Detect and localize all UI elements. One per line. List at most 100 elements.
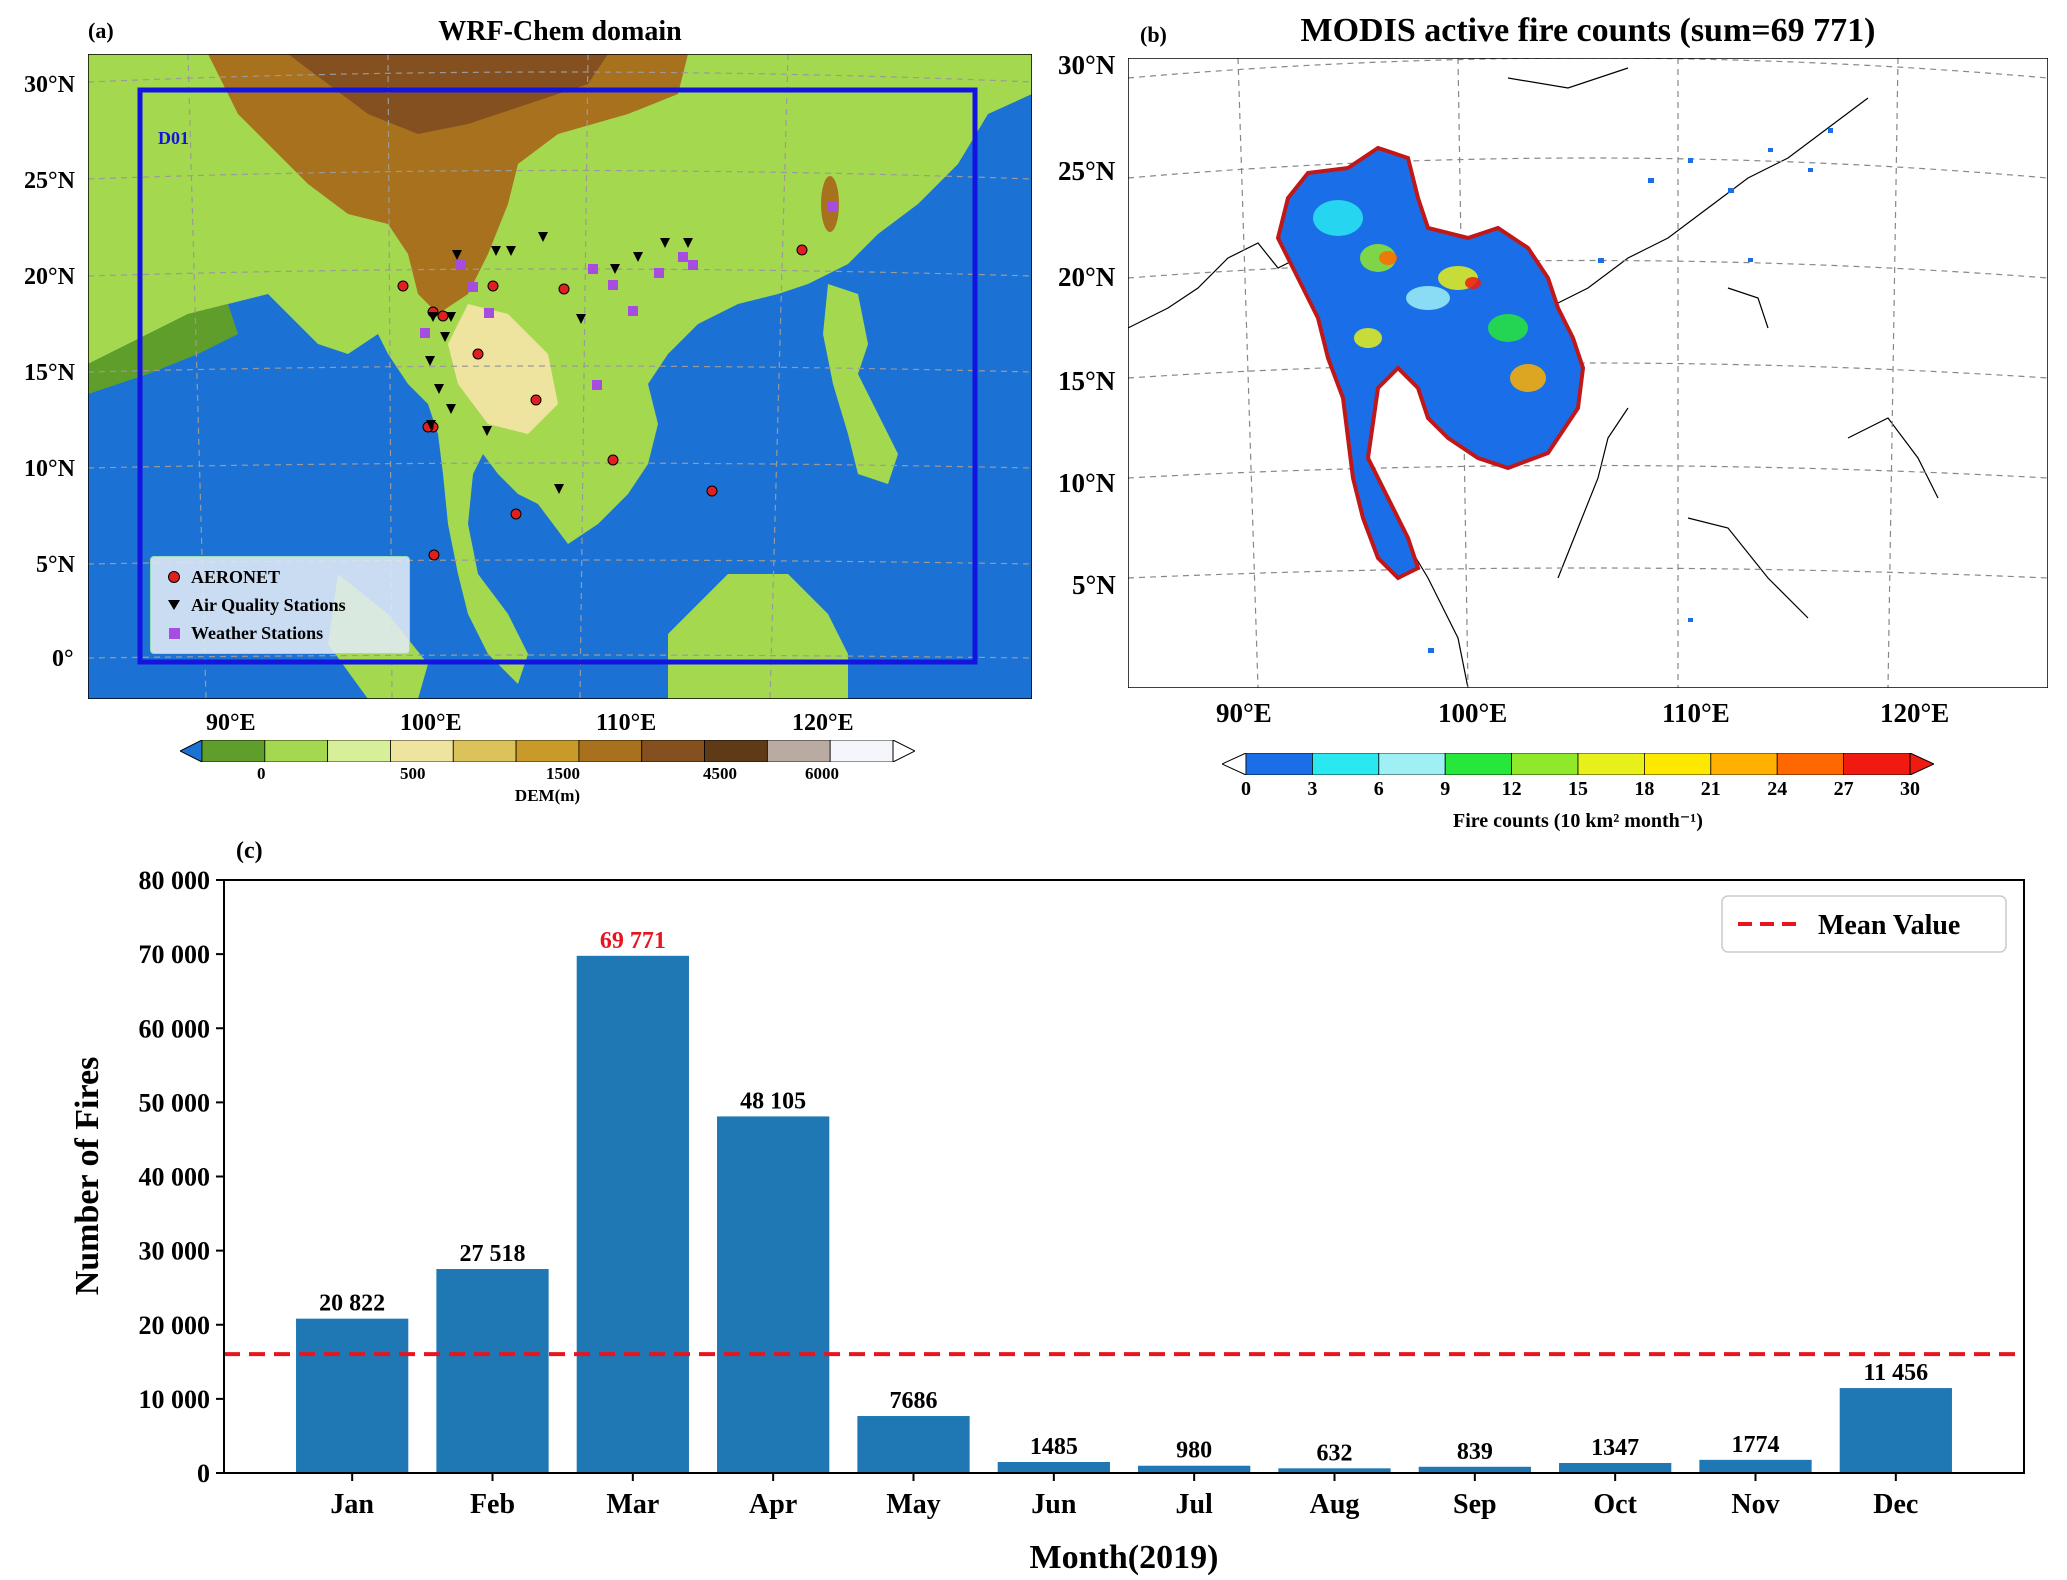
cbar-segment (452, 740, 517, 762)
panel-b-lat-label: 30°N (1058, 50, 1116, 80)
x-tick-label: Apr (749, 1489, 797, 1520)
black-triangle-icon (157, 598, 191, 612)
y-tick-label: 50 000 (139, 1088, 211, 1117)
highland-brown (208, 54, 688, 314)
cbar-segment (641, 740, 705, 762)
y-tick-label: 60 000 (139, 1014, 211, 1043)
panel-b-lat-label: 10°N (1058, 468, 1116, 498)
bar-value-label: 980 (1176, 1438, 1212, 1464)
cbar-segment (201, 740, 266, 762)
y-tick-label: 10 000 (139, 1385, 211, 1414)
x-tick-label: Jun (1031, 1489, 1077, 1520)
x-tick-label: Jan (330, 1489, 374, 1520)
mainland-asia (88, 54, 1032, 684)
panel-b-cbar-tick: 12 (1501, 778, 1522, 800)
air-quality-stations (425, 232, 693, 494)
red-circle-icon (157, 570, 191, 584)
panel-b-cbar-tick: 30 (1900, 778, 1920, 800)
panel-b-cbar-tick: 27 (1833, 778, 1854, 800)
panel-b-cbar-tick: 9 (1440, 778, 1451, 800)
panel-a-cbar-label: DEM(m) (514, 786, 581, 805)
panel-b-lon-label: 110°E (1662, 698, 1730, 728)
panel-a-lat-label: 0° (52, 646, 74, 672)
cbar-segment (390, 740, 454, 762)
legend-label: Mean Value (1818, 910, 1960, 941)
x-tick-label: Oct (1593, 1489, 1637, 1520)
bar-value-label: 1347 (1591, 1435, 1639, 1461)
x-tick-label: Dec (1873, 1489, 1918, 1520)
cbar-segment (1577, 753, 1645, 775)
panel-b-cbar-tick: 15 (1568, 778, 1588, 800)
legend-label: AERONET (191, 566, 281, 587)
bar-nov (1699, 1459, 1812, 1473)
bar-sep (1418, 1466, 1531, 1473)
cbar-extend-low (1222, 753, 1247, 775)
legend-entry-aeronet: AERONET (157, 563, 403, 591)
bar-value-label: 27 518 (460, 1241, 526, 1267)
bar-feb (436, 1269, 549, 1473)
y-tick-label: 20 000 (139, 1311, 211, 1340)
fire-region-outline (1275, 145, 1586, 581)
legend-label: Weather Stations (191, 622, 324, 643)
y-tick-label: 40 000 (139, 1163, 211, 1192)
bar-value-label: 839 (1457, 1439, 1493, 1465)
panel-b-map (1128, 58, 2048, 688)
panel-b-lat-label: 25°N (1058, 156, 1116, 186)
panel-b-cbar-tick: 0 (1241, 778, 1251, 800)
panel-b-lat-label: 5°N (1072, 570, 1116, 600)
panel-a-lat-label: 5°N (36, 552, 75, 578)
panel-b-lat-label: 20°N (1058, 262, 1116, 292)
panel-a-lon-label: 90°E (206, 710, 256, 736)
cbar-segment (1511, 753, 1579, 775)
philippines (823, 284, 898, 484)
x-tick-label: Feb (470, 1489, 515, 1520)
bar-aug (1278, 1468, 1391, 1473)
y-tick-label: 70 000 (139, 940, 211, 969)
panel-b-cbar-tick: 6 (1373, 778, 1384, 800)
legend-box (1721, 895, 2007, 953)
panel-a-cbar-tick: 6000 (805, 764, 839, 783)
x-tick-label: Jul (1175, 1489, 1213, 1520)
legend-entry-air-quality: Air Quality Stations (157, 591, 403, 619)
y-tick-label: 80 000 (139, 866, 211, 895)
legend-entry-weather: Weather Stations (157, 619, 403, 647)
fire-region (1278, 148, 1583, 578)
bar-value-label: 1485 (1030, 1434, 1078, 1460)
panel-a-title: WRF-Chem domain (438, 16, 682, 47)
cbar-segment (327, 740, 391, 762)
cbar-segment (1776, 753, 1845, 775)
d01-domain-box (137, 87, 978, 665)
bar-dec (1839, 1388, 1952, 1473)
panel-b-title: MODIS active fire counts (sum=69 771) (1300, 12, 1876, 49)
panel-b-cbar-tick: 21 (1700, 778, 1721, 800)
panel-b-cbar-label: Fire counts (10 km² month⁻¹) (1453, 810, 1703, 832)
panel-a-lon-label: 100°E (400, 710, 462, 736)
panel-b-cbar-tick: 3 (1307, 778, 1318, 800)
panel-a-letter: (a) (88, 18, 114, 43)
x-tick-label: Sep (1453, 1489, 1497, 1520)
graticule-b (1128, 58, 2048, 688)
x-tick-label: Mar (606, 1489, 659, 1520)
panel-a-lat-label: 25°N (24, 168, 75, 194)
panel-a-lat-label: 20°N (24, 264, 75, 290)
cbar-segment (515, 740, 580, 762)
panel-b-lon-label: 120°E (1880, 698, 1950, 728)
x-tick-label: Aug (1310, 1489, 1360, 1520)
bar-mar (576, 955, 689, 1473)
fire-hotspots (1313, 200, 1546, 392)
bar-apr (717, 1116, 830, 1473)
plains-yellow (448, 304, 558, 434)
bar-value-label: 7686 (890, 1388, 938, 1414)
cbar-segment (1643, 753, 1712, 775)
bar-jan (296, 1318, 409, 1473)
panel-b-cbar-tick: 18 (1634, 778, 1655, 800)
panel-c-letter: (c) (236, 838, 263, 864)
bar-value-label: 20 822 (319, 1291, 385, 1317)
bar-value-label: 632 (1317, 1440, 1353, 1466)
bar-jul (1138, 1465, 1251, 1473)
cbar-segment (1378, 753, 1446, 775)
panel-a-lat-label: 10°N (24, 456, 75, 482)
cbar-segment (766, 740, 831, 762)
bar-may (857, 1416, 970, 1473)
cbar-segment (1245, 753, 1313, 775)
